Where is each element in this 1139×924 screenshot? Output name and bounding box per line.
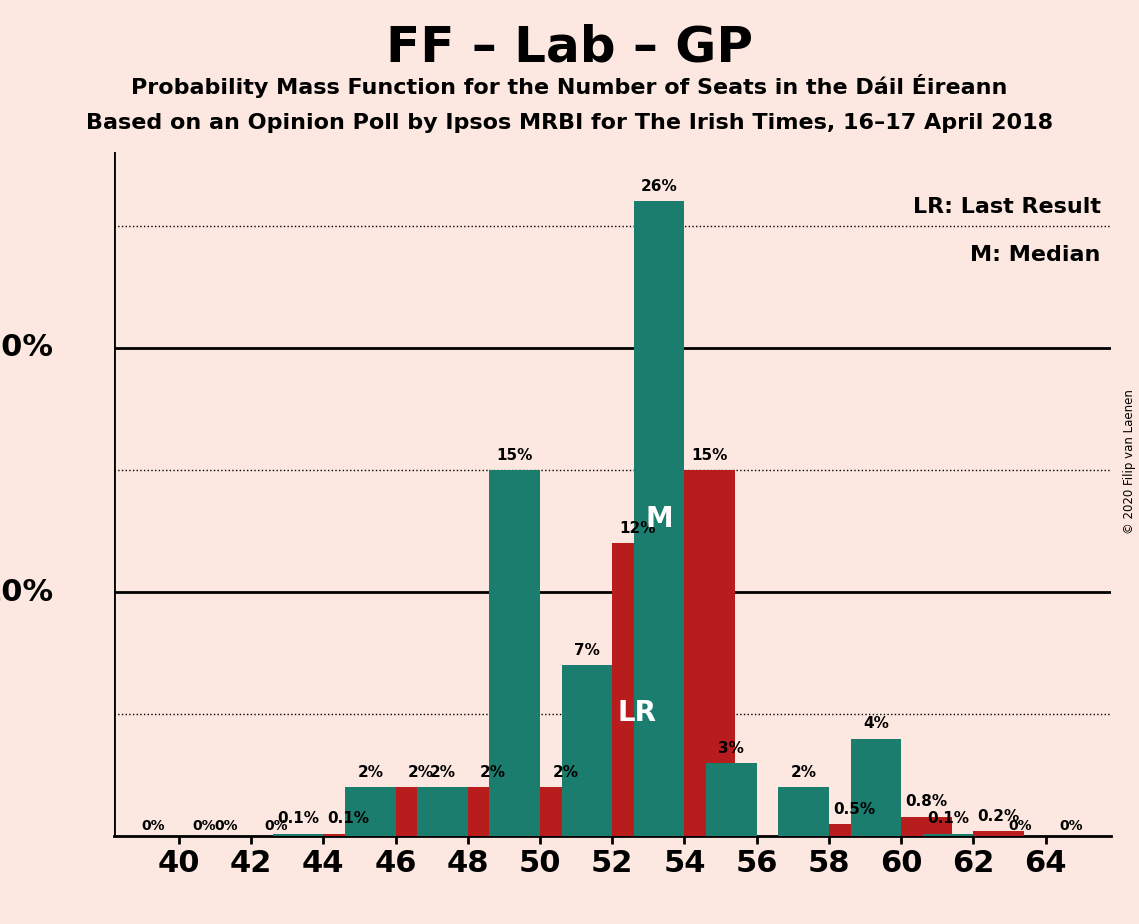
- Bar: [272, 833, 323, 836]
- Text: 2%: 2%: [552, 765, 579, 780]
- Text: 2%: 2%: [480, 765, 506, 780]
- Text: 12%: 12%: [620, 521, 656, 536]
- Text: 15%: 15%: [497, 447, 533, 463]
- Bar: [778, 787, 829, 836]
- Text: 10%: 10%: [0, 578, 55, 606]
- Text: M: M: [646, 505, 673, 533]
- Text: © 2020 Filip van Laenen: © 2020 Filip van Laenen: [1123, 390, 1137, 534]
- Text: 20%: 20%: [0, 334, 55, 362]
- Text: 0.5%: 0.5%: [833, 802, 875, 817]
- Text: 0.1%: 0.1%: [328, 811, 370, 826]
- Text: 0.8%: 0.8%: [906, 795, 948, 809]
- Text: FF – Lab – GP: FF – Lab – GP: [386, 23, 753, 71]
- Text: Probability Mass Function for the Number of Seats in the Dáil Éireann: Probability Mass Function for the Number…: [131, 74, 1008, 98]
- Bar: [901, 817, 952, 836]
- Bar: [323, 833, 374, 836]
- Bar: [634, 201, 685, 836]
- Text: 0%: 0%: [142, 819, 165, 833]
- Text: 15%: 15%: [691, 447, 728, 463]
- Bar: [685, 470, 735, 836]
- Bar: [417, 787, 468, 836]
- Text: 0%: 0%: [1008, 819, 1032, 833]
- Text: 0%: 0%: [1059, 819, 1082, 833]
- Text: 2%: 2%: [408, 765, 434, 780]
- Bar: [562, 665, 613, 836]
- Text: 2%: 2%: [429, 765, 456, 780]
- Bar: [706, 763, 756, 836]
- Bar: [923, 833, 974, 836]
- Bar: [490, 470, 540, 836]
- Text: LR: LR: [618, 699, 657, 727]
- Text: LR: Last Result: LR: Last Result: [912, 197, 1100, 217]
- Bar: [395, 787, 446, 836]
- Text: 3%: 3%: [719, 741, 744, 756]
- Text: Based on an Opinion Poll by Ipsos MRBI for The Irish Times, 16–17 April 2018: Based on an Opinion Poll by Ipsos MRBI f…: [85, 113, 1054, 133]
- Bar: [468, 787, 518, 836]
- Text: 4%: 4%: [863, 716, 888, 731]
- Text: 0%: 0%: [192, 819, 216, 833]
- Text: 0%: 0%: [264, 819, 288, 833]
- Bar: [540, 787, 590, 836]
- Text: 0.1%: 0.1%: [277, 811, 319, 826]
- Text: 0%: 0%: [214, 819, 238, 833]
- Bar: [974, 832, 1024, 836]
- Text: M: Median: M: Median: [970, 245, 1100, 265]
- Text: 0.1%: 0.1%: [927, 811, 969, 826]
- Bar: [851, 738, 901, 836]
- Text: 2%: 2%: [358, 765, 384, 780]
- Bar: [613, 543, 663, 836]
- Text: 2%: 2%: [790, 765, 817, 780]
- Bar: [345, 787, 395, 836]
- Bar: [829, 824, 879, 836]
- Text: 7%: 7%: [574, 643, 600, 658]
- Text: 0.2%: 0.2%: [977, 809, 1019, 824]
- Text: 26%: 26%: [641, 179, 678, 194]
